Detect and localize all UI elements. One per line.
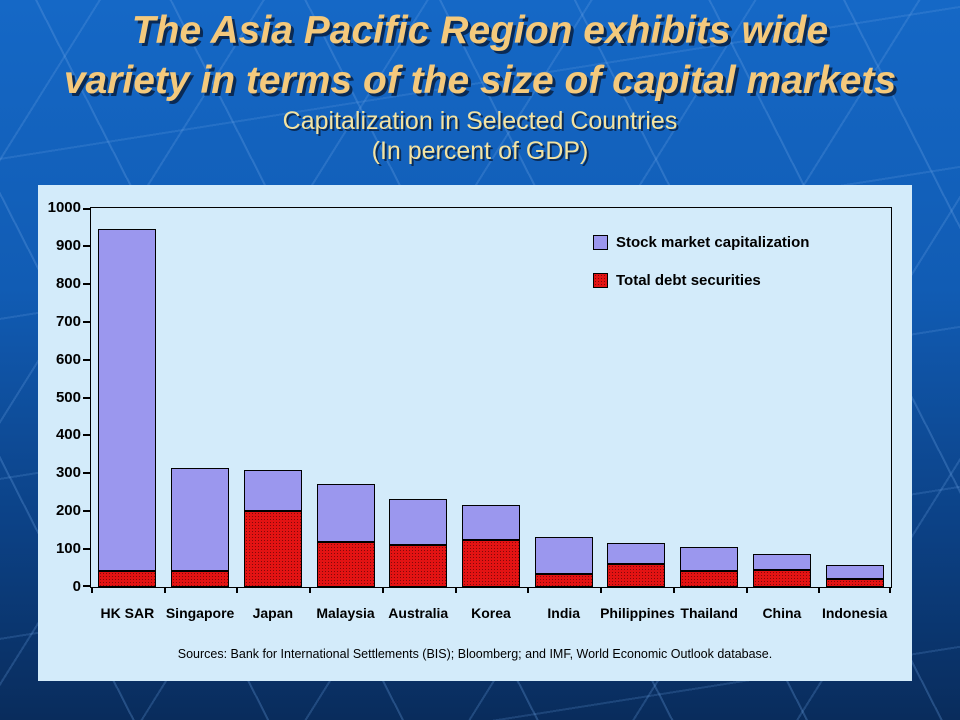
y-axis-tick-label: 400 <box>55 426 81 444</box>
source-note: Sources: Bank for International Settleme… <box>177 647 773 661</box>
y-axis-tick <box>83 208 90 210</box>
y-axis-tick <box>83 472 90 475</box>
bar-segment-stock-market-capitalization-india <box>534 537 593 574</box>
bar-segment-stock-market-capitalization-japan <box>243 469 302 512</box>
bar-segment-stock-market-capitalization-singapore <box>171 468 230 572</box>
slide-header: The Asia Pacific Region exhibits wide va… <box>0 0 960 166</box>
x-axis-tick <box>163 588 166 593</box>
bar-segment-total-debt-securities-malaysia <box>316 542 375 587</box>
x-axis-tick <box>527 588 530 593</box>
category-label-philippines: Philippines <box>600 605 675 621</box>
y-axis-tick <box>83 585 90 587</box>
y-axis-tick-label: 900 <box>55 236 81 254</box>
bar-segment-total-debt-securities-australia <box>389 545 448 587</box>
y-axis-tick-label: 200 <box>55 502 81 520</box>
bar-segment-total-debt-securities-indonesia <box>825 579 884 587</box>
y-axis-tick <box>83 396 90 399</box>
y-axis-tick <box>83 510 90 513</box>
y-axis-tick-label: 1000 <box>47 199 81 216</box>
y-axis-tick <box>83 282 90 285</box>
y-axis-tick <box>83 320 90 323</box>
category-label-thailand: Thailand <box>680 605 738 621</box>
bar-segment-total-debt-securities-hk-sar <box>98 571 157 587</box>
x-axis-tick <box>91 588 93 593</box>
x-axis-tick <box>745 588 748 593</box>
x-axis-tick <box>454 588 457 593</box>
y-axis-tick <box>83 434 90 437</box>
x-axis-tick <box>309 588 312 593</box>
y-axis-tick-label: 300 <box>55 464 81 482</box>
bar-segment-total-debt-securities-singapore <box>171 571 230 587</box>
bar-segment-stock-market-capitalization-indonesia <box>825 565 884 580</box>
y-axis-tick-label: 800 <box>55 274 81 292</box>
chart-subtitle-line-2: (In percent of GDP) <box>371 137 589 165</box>
legend-label-stock-market-capitalization: Stock market capitalization <box>616 234 810 251</box>
bar-segment-total-debt-securities-japan <box>243 511 302 587</box>
x-axis-tick <box>600 588 603 593</box>
x-axis-tick <box>236 588 239 593</box>
category-label-indonesia: Indonesia <box>821 605 888 621</box>
x-axis-tick <box>818 588 821 593</box>
bar-segment-stock-market-capitalization-china <box>752 553 811 571</box>
y-axis-tick-label: 500 <box>55 388 81 406</box>
category-label-china: China <box>762 605 802 621</box>
page-title-line-2: variety in terms of the size of capital … <box>63 59 897 102</box>
chart-panel: Stock market capitalization Total debt s… <box>38 185 912 681</box>
bar-segment-total-debt-securities-china <box>752 570 811 587</box>
y-axis-tick-label: 100 <box>55 540 81 558</box>
legend-marker-stock-market-capitalization <box>593 235 608 250</box>
x-axis-tick <box>889 588 891 593</box>
page-title-line-1: The Asia Pacific Region exhibits wide <box>131 9 829 52</box>
category-label-korea: Korea <box>471 605 511 621</box>
category-label-singapore: Singapore <box>165 605 235 621</box>
y-axis-tick <box>83 548 90 551</box>
legend-row-stock-market-capitalization: Stock market capitalization <box>593 234 809 251</box>
bar-segment-stock-market-capitalization-korea <box>462 505 520 541</box>
category-label-india: India <box>547 605 581 621</box>
bar-segment-stock-market-capitalization-hk-sar <box>98 228 157 572</box>
bar-segment-total-debt-securities-india <box>534 573 593 587</box>
legend-row-total-debt-securities: Total debt securities <box>593 272 809 289</box>
x-axis-tick <box>672 588 675 593</box>
category-label-malaysia: Malaysia <box>316 605 375 621</box>
x-axis-tick <box>381 588 384 593</box>
legend-label-total-debt-securities: Total debt securities <box>616 272 761 289</box>
bar-segment-stock-market-capitalization-thailand <box>680 546 739 572</box>
plot-area: Stock market capitalization Total debt s… <box>48 199 892 621</box>
bar-segment-stock-market-capitalization-philippines <box>607 543 666 565</box>
chart-subtitle-line-1: Capitalization in Selected Countries <box>282 107 678 135</box>
y-axis-tick-label: 600 <box>55 350 81 368</box>
bar-segment-stock-market-capitalization-malaysia <box>316 483 375 543</box>
category-label-hk-sar: HK SAR <box>100 605 155 621</box>
y-axis-tick-label: 700 <box>55 312 81 330</box>
legend-marker-total-debt-securities <box>593 273 608 288</box>
bar-segment-total-debt-securities-philippines <box>607 564 666 587</box>
chart-legend: Stock market capitalization Total debt s… <box>593 234 809 310</box>
category-label-japan: Japan <box>252 605 294 621</box>
bar-segment-total-debt-securities-thailand <box>680 571 739 587</box>
y-axis-tick-label: 0 <box>72 578 81 595</box>
category-label-australia: Australia <box>388 605 449 621</box>
y-axis-tick <box>83 358 90 361</box>
bar-segment-stock-market-capitalization-australia <box>389 499 448 546</box>
y-axis-tick <box>83 244 90 247</box>
bar-segment-total-debt-securities-korea <box>462 540 520 587</box>
